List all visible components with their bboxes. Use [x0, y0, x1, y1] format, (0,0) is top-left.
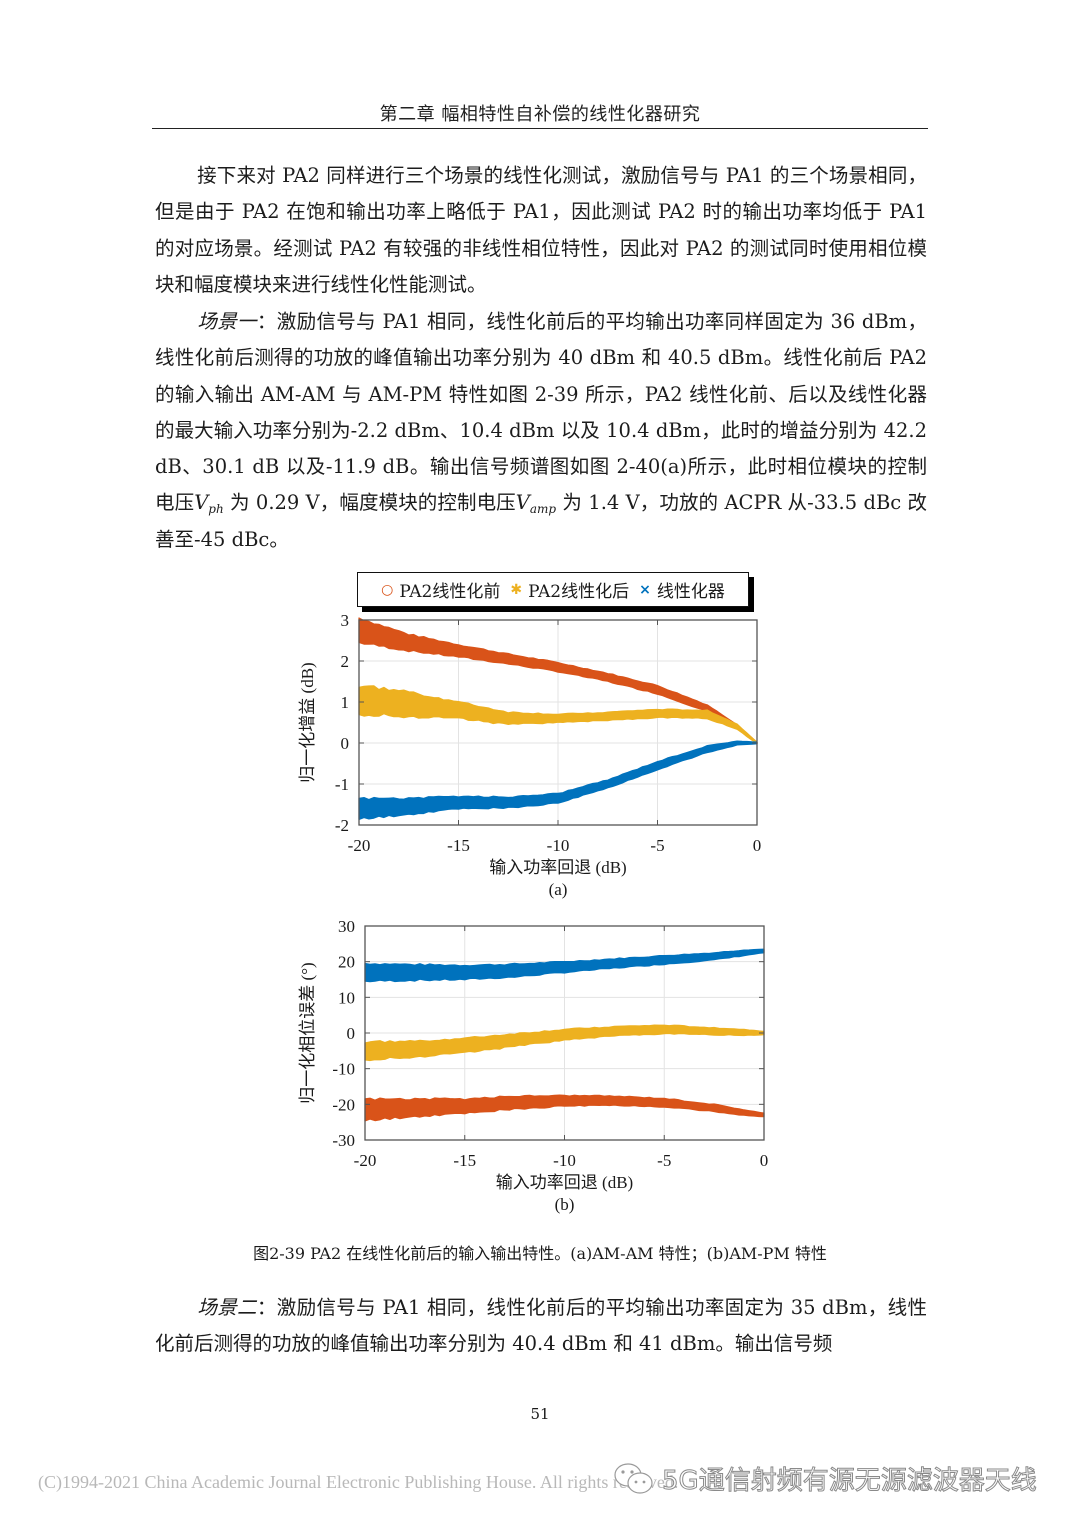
y-tick-label: 2: [341, 652, 350, 671]
x-tick-label: -20: [348, 836, 371, 855]
y-tick-label: 0: [347, 1024, 356, 1043]
panel-label: (a): [549, 880, 568, 899]
watermark-text: 5G通信射频有源无源滤波器天线: [662, 1466, 1038, 1497]
y-axis-label: 归一化增益 (dB): [298, 662, 317, 782]
x-axis-label: 输入功率回退 (dB): [489, 858, 626, 877]
panel-label: (b): [555, 1195, 575, 1214]
y-tick-label: 30: [338, 917, 355, 936]
y-tick-label: 1: [341, 693, 350, 712]
x-axis-label: 输入功率回退 (dB): [496, 1173, 633, 1192]
paragraph-text: 为 0.29 V，幅度模块的控制电压: [223, 491, 516, 515]
running-header: 第二章 幅相特性自补偿的线性化器研究: [379, 104, 701, 125]
x-tick-label: -20: [354, 1151, 377, 1170]
paragraph-text: 为 1.4 V，功放的 ACPR 从-33.5 dBc 改善至-45 dBc。: [155, 491, 927, 551]
header-rule: [152, 128, 928, 129]
x-tick-label: -15: [453, 1151, 476, 1170]
paragraph-scenario-2: 场景二：激励信号与 PA1 相同，线性化前后的平均输出功率固定为 35 dBm，…: [155, 1290, 927, 1363]
x-tick-label: -15: [447, 836, 470, 855]
cross-marker-icon: ×: [639, 581, 651, 598]
y-tick-label: -1: [335, 775, 349, 794]
x-tick-label: 0: [760, 1151, 769, 1170]
asterisk-marker-icon: ✱: [510, 581, 523, 598]
circle-marker-icon: ○: [381, 581, 394, 598]
legend-label: PA2线性化前: [399, 582, 501, 602]
variable-vamp: Vamp: [515, 491, 557, 517]
variable-vph: Vph: [194, 491, 224, 517]
x-tick-label: -10: [547, 836, 570, 855]
scenario-label: 场景二: [197, 1296, 257, 1319]
legend-item-linearizer: × 线性化器: [639, 577, 725, 603]
y-tick-label: 3: [341, 611, 350, 630]
paragraph-text: ：激励信号与 PA1 相同，线性化前后的平均输出功率同样固定为 36 dBm，线…: [155, 310, 927, 515]
y-tick-label: -2: [335, 816, 349, 835]
paragraph-intro: 接下来对 PA2 同样进行三个场景的线性化测试，激励信号与 PA1 的三个场景相…: [155, 158, 927, 303]
y-axis-label: 归一化相位误差 (°): [298, 962, 317, 1103]
figure-caption: 图2-39 PA2 在线性化前后的输入输出特性。(a)AM-AM 特性；(b)A…: [253, 1244, 827, 1263]
paragraph-text: ：激励信号与 PA1 相同，线性化前后的平均输出功率固定为 35 dBm，线性化…: [155, 1296, 927, 1356]
wechat-icon: [614, 1462, 653, 1494]
legend-item-after: ✱ PA2线性化后: [510, 577, 630, 603]
copyright-notice: (C)1994-2021 China Academic Journal Elec…: [38, 1472, 679, 1492]
y-tick-label: 0: [341, 734, 350, 753]
y-tick-label: -30: [332, 1131, 355, 1150]
scenario-label: 场景一: [197, 310, 257, 333]
legend-label: PA2线性化后: [528, 582, 630, 602]
x-tick-label: 0: [753, 836, 762, 855]
paragraph-text: 接下来对 PA2 同样进行三个场景的线性化测试，激励信号与 PA1 的三个场景相…: [155, 164, 927, 296]
legend-item-before: ○ PA2线性化前: [381, 577, 501, 603]
x-tick-label: -5: [657, 1151, 671, 1170]
y-tick-label: 20: [338, 953, 355, 972]
paragraph-scenario-1: 场景一：激励信号与 PA1 相同，线性化前后的平均输出功率同样固定为 36 dB…: [155, 304, 927, 558]
legend-label: 线性化器: [656, 582, 725, 602]
y-tick-label: 10: [338, 988, 355, 1007]
x-tick-label: -5: [650, 836, 664, 855]
y-tick-label: -10: [332, 1060, 355, 1079]
page-number: 51: [530, 1405, 550, 1423]
watermark: 5G通信射频有源无源滤波器天线: [612, 1460, 1037, 1497]
y-tick-label: -20: [332, 1095, 355, 1114]
x-tick-label: -10: [553, 1151, 576, 1170]
chart-legend: ○ PA2线性化前 ✱ PA2线性化后 × 线性化器: [357, 572, 749, 607]
